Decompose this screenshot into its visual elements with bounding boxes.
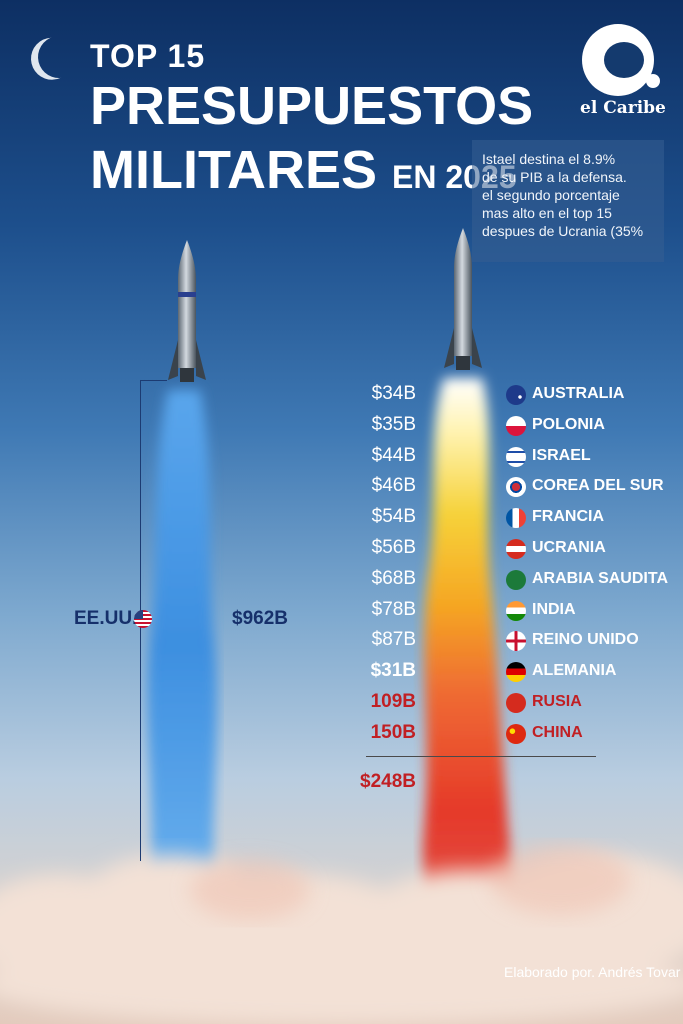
china-flag-icon bbox=[506, 724, 526, 744]
amount-label: $31B bbox=[370, 660, 416, 681]
amount-label: 150B bbox=[370, 722, 416, 743]
uk-flag-icon bbox=[506, 631, 526, 651]
country-label: POLONIA bbox=[532, 416, 605, 433]
india-flag-icon bbox=[506, 601, 526, 621]
country-label: COREA DEL SUR bbox=[532, 477, 664, 494]
usa-country-label: EE.UU. bbox=[74, 608, 138, 629]
country-label: UCRANIA bbox=[532, 539, 606, 556]
saudi-arabia-flag-icon bbox=[506, 570, 526, 590]
country-label: INDIA bbox=[532, 601, 576, 618]
title-line-2: PRESUPUESTOS bbox=[90, 76, 534, 136]
total-amount-label: $248B bbox=[360, 771, 416, 792]
amount-label: 109B bbox=[370, 691, 416, 712]
world-rocket-icon bbox=[444, 228, 482, 370]
country-label: FRANCIA bbox=[532, 508, 604, 525]
poland-flag-icon bbox=[506, 416, 526, 436]
title-line-1: TOP 15 bbox=[90, 38, 206, 74]
logo-dot bbox=[646, 74, 660, 88]
country-label: ARABIA SAUDITA bbox=[532, 570, 668, 587]
amount-label: $56B bbox=[371, 537, 416, 558]
amount-label: $78B bbox=[371, 599, 416, 620]
country-label: ISRAEL bbox=[532, 447, 591, 464]
credit-text: Elaborado por. Andrés Tovar bbox=[504, 964, 681, 980]
amount-label: $44B bbox=[371, 445, 416, 466]
israel-flag-icon bbox=[506, 447, 526, 467]
usa-amount-label: $962B bbox=[232, 608, 288, 629]
note-line: el segundo porcentaje bbox=[482, 187, 620, 203]
russia-flag-icon bbox=[506, 693, 526, 713]
title-line-3: MILITARES EN 2025 bbox=[90, 140, 517, 207]
logo-text: el Caribe bbox=[580, 98, 666, 118]
note-line: despues de Ucrania (35% bbox=[482, 223, 644, 239]
france-flag-icon bbox=[506, 508, 526, 528]
amount-label: $35B bbox=[371, 414, 416, 435]
note-line: de su PIB a la defensa. bbox=[482, 169, 627, 185]
c-logo-icon bbox=[582, 24, 654, 96]
usa-flag-icon bbox=[134, 610, 152, 628]
country-label: RUSIA bbox=[532, 693, 582, 710]
note-line: mas alto en el top 15 bbox=[482, 205, 612, 221]
israel-note: Istael destina el 8.9% de su PIB a la de… bbox=[472, 140, 664, 262]
usa-rocket-icon bbox=[168, 240, 206, 382]
country-label: CHINA bbox=[532, 724, 583, 741]
australia-flag-icon bbox=[506, 385, 526, 405]
amount-label: $34B bbox=[371, 383, 416, 404]
country-label: ALEMANIA bbox=[532, 662, 617, 679]
country-label: AUSTRALIA bbox=[532, 385, 625, 402]
south-korea-flag-icon bbox=[506, 477, 526, 497]
ukraine-flag-icon bbox=[506, 539, 526, 559]
amount-label: $68B bbox=[371, 568, 416, 589]
amount-label: $54B bbox=[371, 506, 416, 527]
total-separator bbox=[366, 756, 596, 757]
amount-label: $46B bbox=[371, 475, 416, 496]
title-line-3-main: MILITARES bbox=[90, 140, 377, 200]
note-line: Istael destina el 8.9% bbox=[482, 151, 616, 167]
amount-label: $87B bbox=[371, 629, 416, 650]
germany-flag-icon bbox=[506, 662, 526, 682]
country-label: REINO UNIDO bbox=[532, 631, 639, 648]
